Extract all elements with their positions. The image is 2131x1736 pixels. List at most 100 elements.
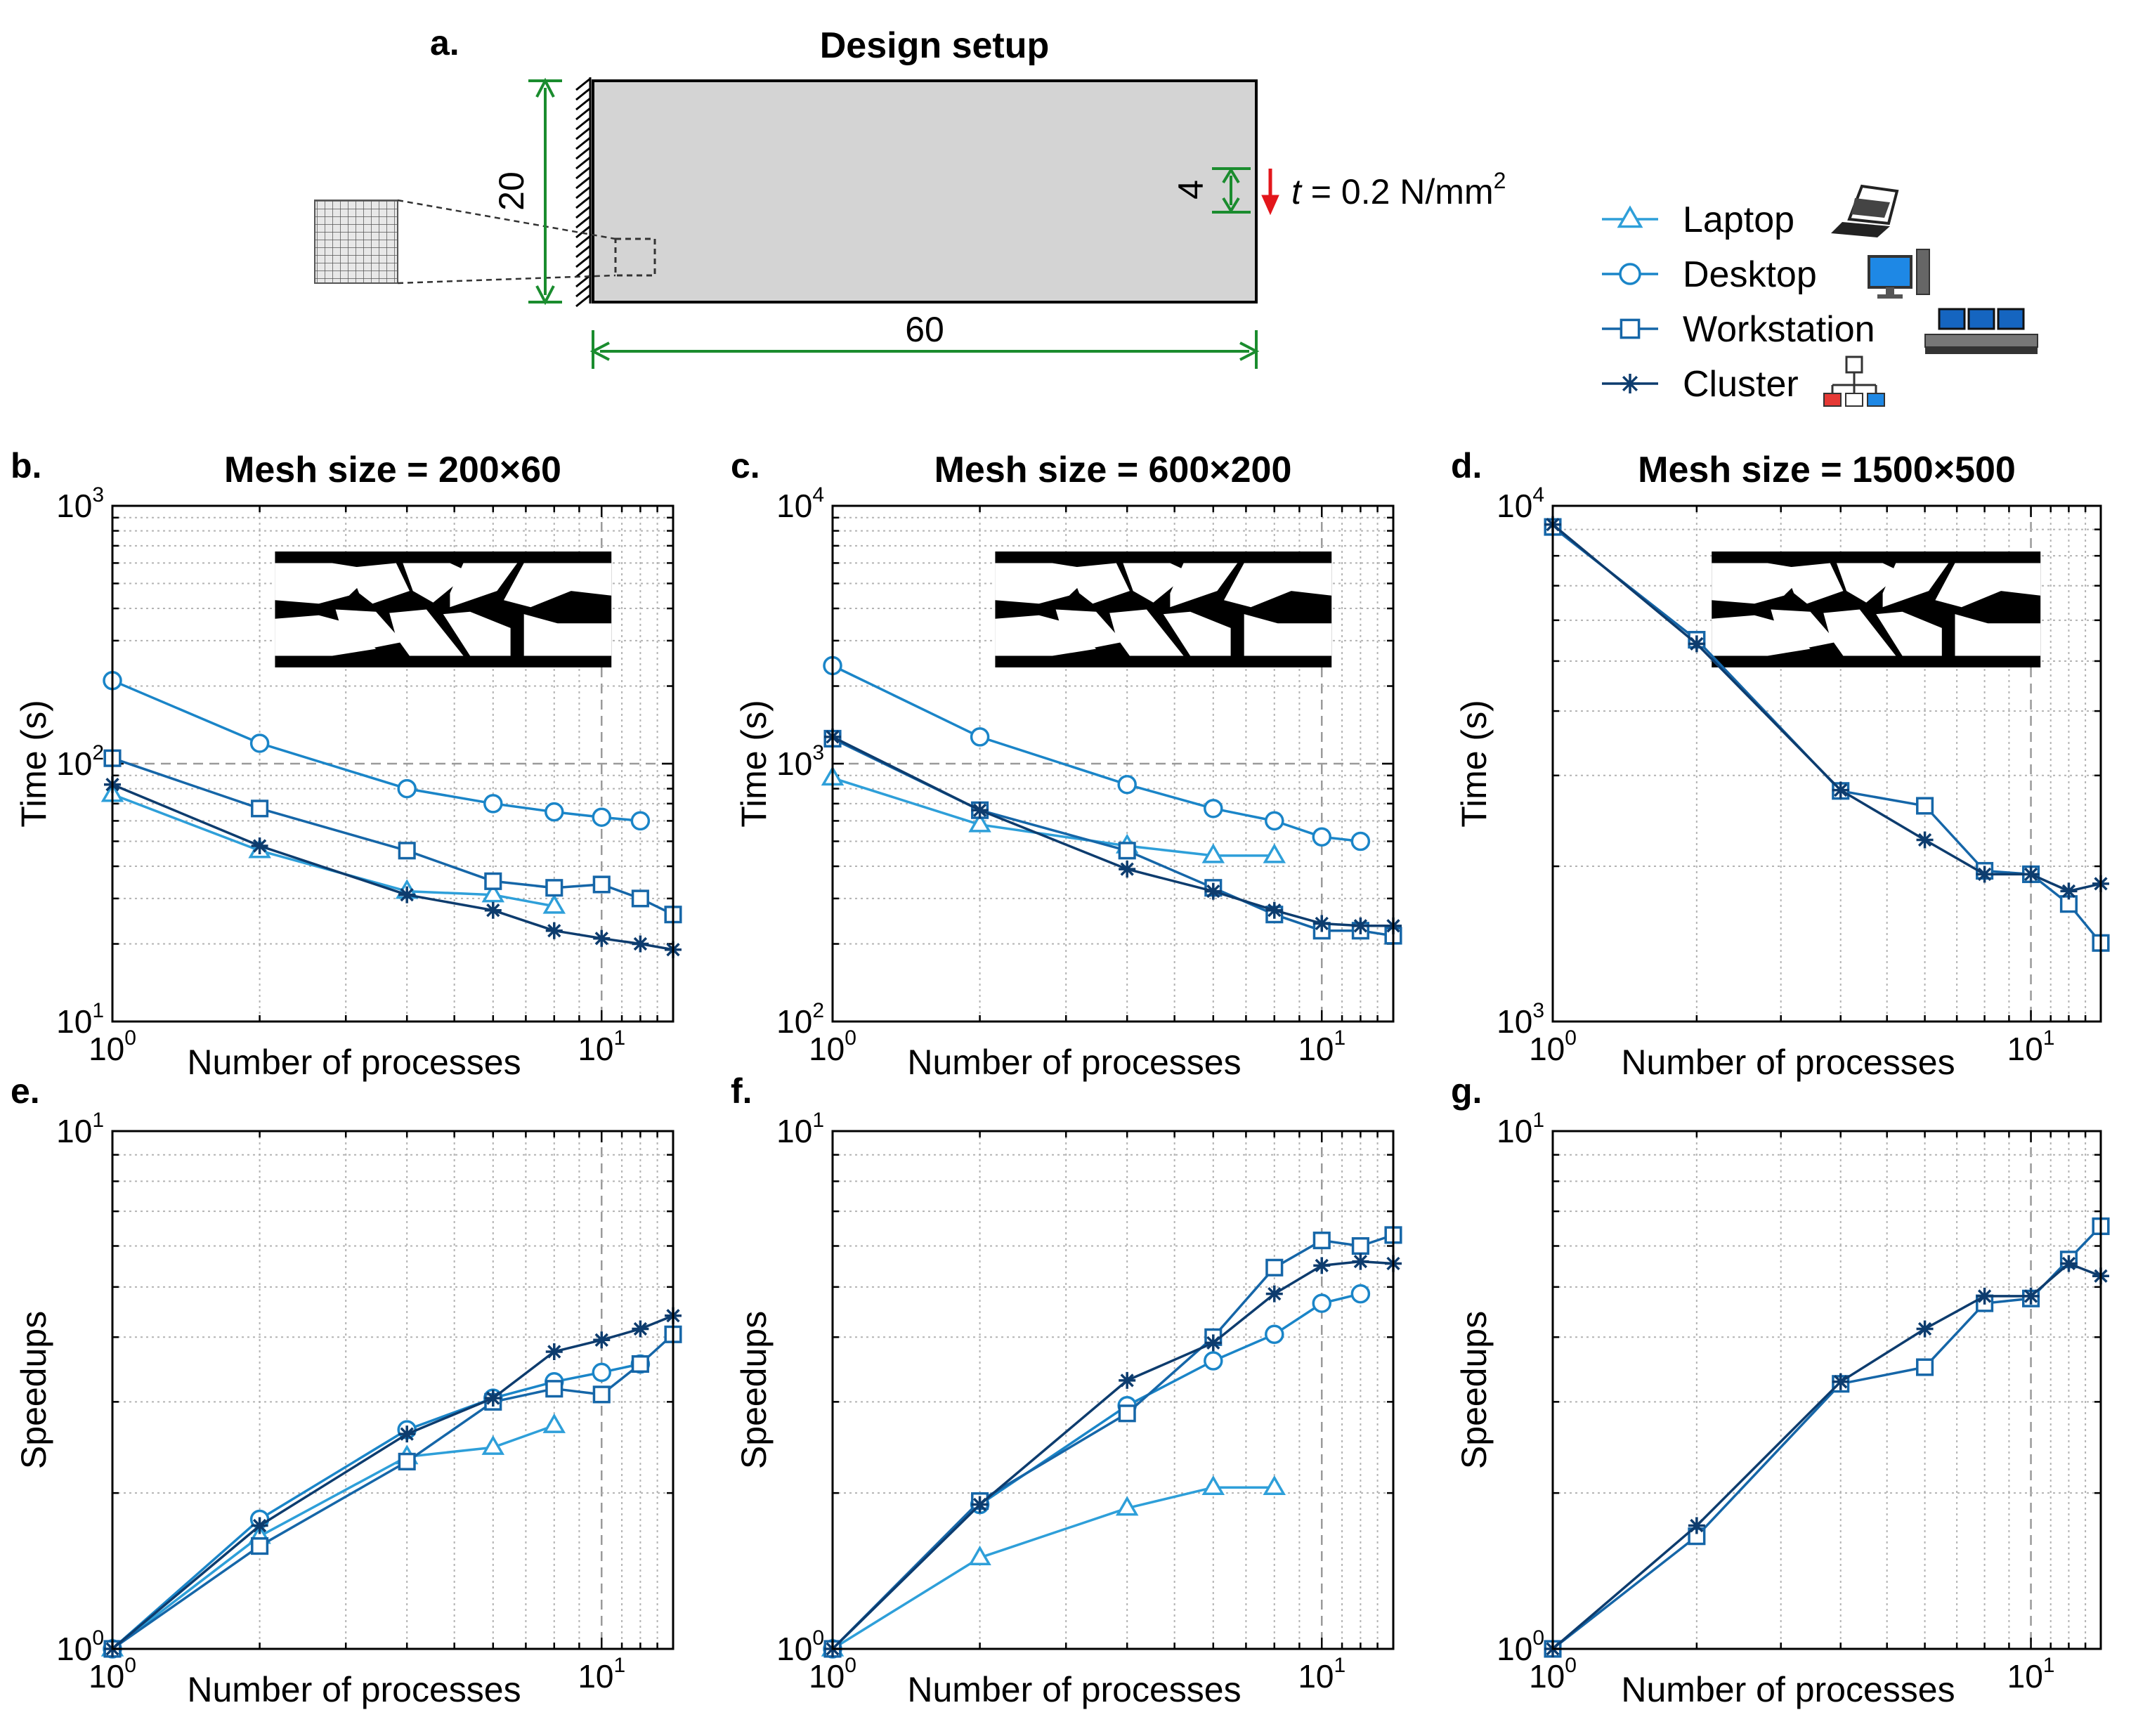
- data-point-laptop: [1201, 1475, 1225, 1495]
- data-point-cluster: [1313, 915, 1331, 932]
- data-point-desktop: [1350, 1284, 1371, 1304]
- panel-label-a: a.: [430, 23, 460, 63]
- axes-frame: [1551, 504, 2102, 1023]
- data-point-cluster: [593, 1331, 611, 1349]
- y-tick-label: 100: [56, 1626, 104, 1667]
- topology-void: [1069, 563, 1130, 604]
- load-arrow-icon: [1261, 169, 1279, 216]
- x-axis-label: Number of processes: [187, 1670, 521, 1709]
- y-tick-label: 102: [56, 741, 104, 782]
- data-point-cluster: [632, 935, 649, 953]
- legend-label-desktop: Desktop: [1683, 254, 1817, 295]
- y-axis-label: Time (s): [1454, 700, 1494, 827]
- legend-marker-desktop: [1619, 263, 1641, 285]
- chart-title: Mesh size = 200×60: [224, 450, 561, 490]
- data-point-laptop: [481, 882, 505, 903]
- chart-title: Mesh size = 600×200: [934, 450, 1292, 490]
- workstation-icon: [1924, 308, 2038, 354]
- data-point-workstation: [1118, 1404, 1136, 1423]
- data-point-laptop: [1263, 843, 1286, 863]
- data-point-cluster: [2060, 1255, 2078, 1272]
- data-point-cluster: [1119, 1371, 1136, 1389]
- data-point-workstation: [592, 1385, 611, 1404]
- legend-marker-shape-cluster: [1620, 374, 1640, 393]
- data-point-cluster: [1313, 1257, 1331, 1274]
- topology-void: [1876, 611, 1942, 656]
- panel-label-f: f.: [731, 1071, 752, 1111]
- legend-marker-laptop: [1617, 205, 1643, 228]
- mesh-zoom-line-bottom: [397, 274, 616, 285]
- plot-area: [1553, 1131, 2101, 1649]
- y-axis-label: Time (s): [734, 700, 774, 827]
- data-point-desktop: [1204, 1351, 1223, 1371]
- panel-label-c: c.: [731, 446, 760, 485]
- topology-void: [504, 563, 612, 608]
- data-point-desktop: [1117, 774, 1137, 795]
- x-tick-label: 101: [2007, 1026, 2055, 1067]
- traction-unit-exponent: 2: [1494, 168, 1506, 193]
- load-dimension-label: 4: [1171, 180, 1211, 200]
- legend-marker-shape-workstation: [1620, 318, 1641, 339]
- topology-void: [443, 611, 511, 656]
- mesh-zoom-inset: [314, 200, 398, 284]
- data-point-desktop: [592, 807, 612, 827]
- axes-frame: [111, 504, 675, 1023]
- topology-void: [1244, 614, 1332, 656]
- legend-marker-shape-desktop: [1619, 263, 1641, 285]
- panel-label-d: d.: [1451, 446, 1482, 485]
- plot-area: [833, 1131, 1393, 1649]
- legend-marker-cluster: [1620, 374, 1640, 393]
- legend: Laptop Desktop Workstation: [1602, 184, 2038, 407]
- axes-frame: [831, 1130, 1395, 1650]
- topology-void: [1163, 611, 1231, 656]
- data-point-workstation: [592, 875, 611, 894]
- data-point-desktop: [249, 733, 270, 753]
- legend-label-cluster: Cluster: [1683, 364, 1799, 405]
- topology-void: [389, 609, 464, 656]
- topology-inset: [1712, 552, 2041, 667]
- design-setup-panel: a. Design setup 20 60: [314, 23, 1506, 369]
- topology-void: [1784, 563, 1844, 604]
- data-point-cluster: [632, 1320, 649, 1338]
- mesh-zoom-region: [614, 237, 656, 277]
- data-point-desktop: [1312, 827, 1332, 847]
- mesh-zoom-line-top: [397, 199, 616, 240]
- topology-inset: [995, 552, 1332, 667]
- topology-void: [1771, 609, 1837, 651]
- x-tick-label: 100: [809, 1026, 856, 1067]
- topology-void: [335, 609, 403, 651]
- design-setup-title: Design setup: [820, 25, 1050, 66]
- data-point-cluster: [1916, 1320, 1934, 1338]
- gridlines: [833, 1131, 1394, 1649]
- topology-void: [995, 563, 1097, 604]
- data-point-workstation: [1312, 1232, 1331, 1250]
- x-tick-label: 101: [578, 1654, 625, 1695]
- topology-void: [403, 563, 471, 603]
- data-point-desktop: [397, 778, 417, 799]
- x-tick-label: 100: [89, 1026, 136, 1067]
- data-point-cluster: [1688, 1517, 1705, 1534]
- x-axis-label: Number of processes: [1621, 1670, 1955, 1709]
- data-point-desktop: [1204, 799, 1223, 818]
- legend-entry-cluster: Cluster: [1602, 355, 1885, 407]
- data-point-workstation: [631, 889, 649, 908]
- data-point-laptop: [1201, 843, 1225, 863]
- data-point-laptop: [1263, 1475, 1286, 1495]
- laptop-icon: [1831, 184, 1899, 237]
- topology-void: [1224, 563, 1332, 608]
- x-tick-label: 100: [1529, 1026, 1577, 1067]
- y-tick-label: 100: [1497, 1626, 1544, 1667]
- data-point-cluster: [1976, 866, 1993, 883]
- traction-variable: t: [1291, 172, 1303, 211]
- x-axis-label: Number of processes: [907, 1043, 1241, 1082]
- x-axis-label: Number of processes: [1621, 1043, 1955, 1082]
- y-tick-label: 103: [776, 741, 824, 782]
- data-point-cluster: [971, 1496, 989, 1513]
- data-point-desktop: [592, 1362, 612, 1383]
- data-point-workstation: [398, 842, 416, 860]
- width-dimension-label: 60: [905, 310, 944, 349]
- data-point-cluster: [2060, 882, 2078, 900]
- y-tick-label: 101: [776, 1109, 824, 1149]
- data-point-desktop: [545, 802, 564, 822]
